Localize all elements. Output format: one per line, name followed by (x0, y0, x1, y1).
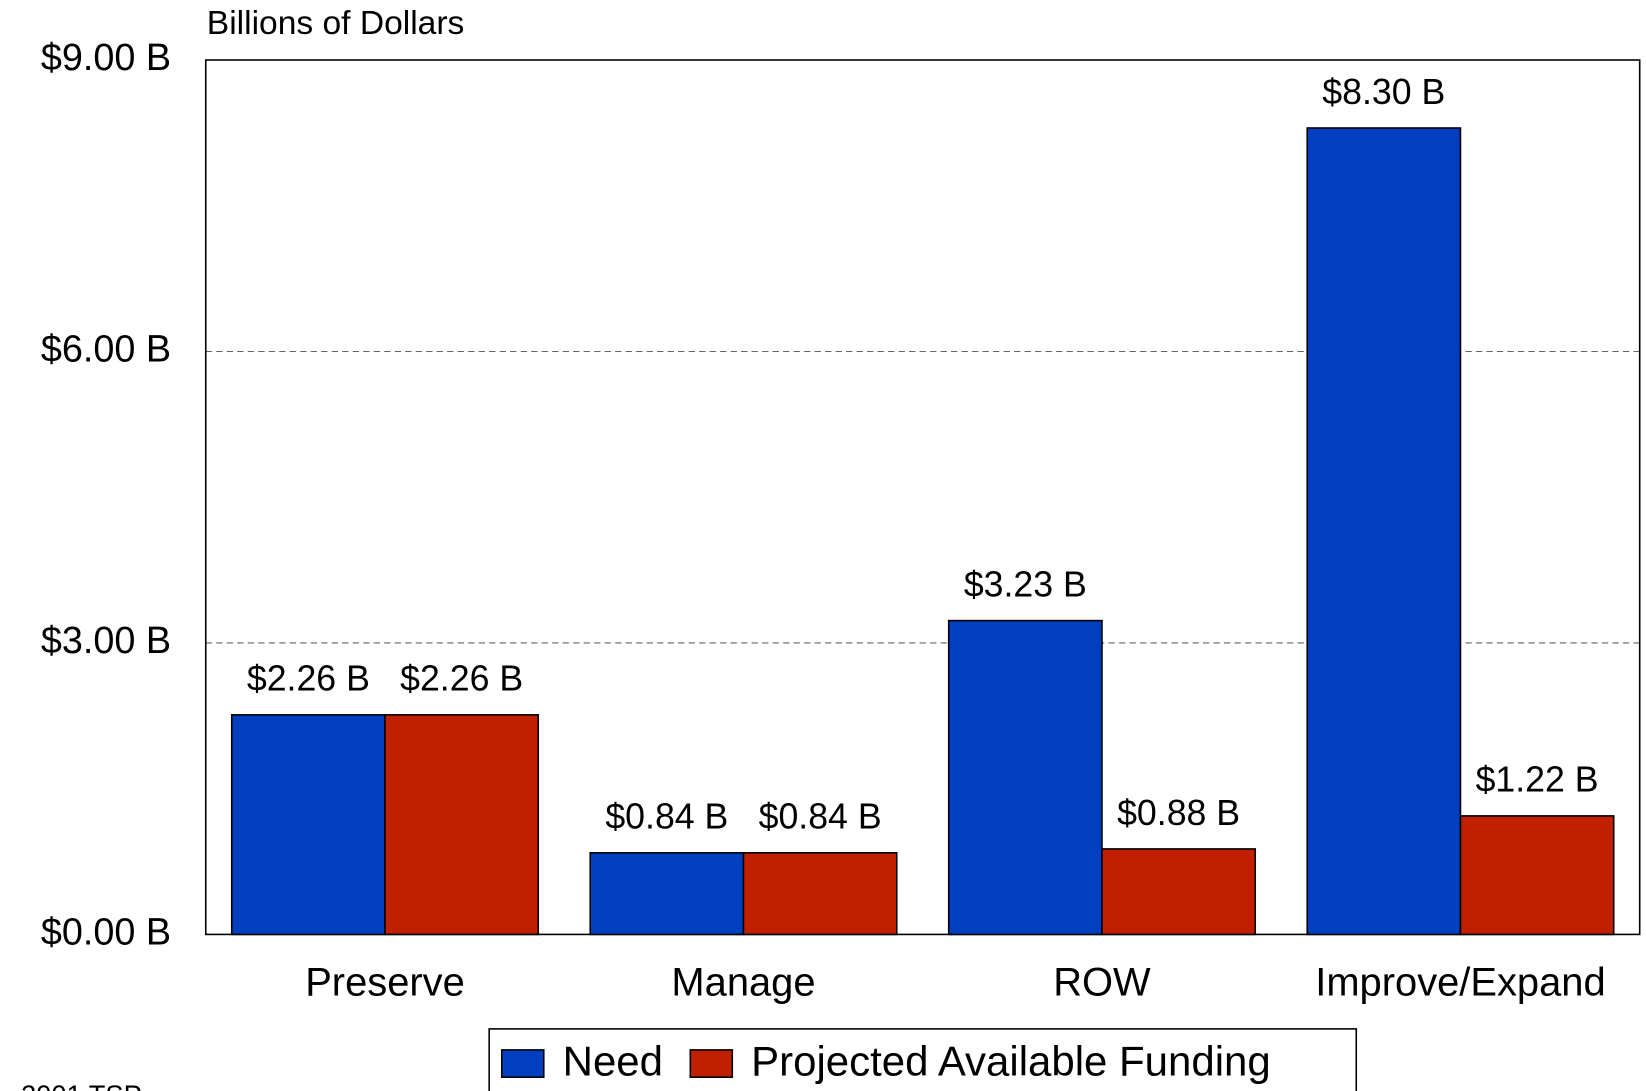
plot-frame (204, 59, 1641, 936)
bar (1459, 815, 1615, 936)
y-axis-label: Billions of Dollars (207, 5, 465, 42)
x-tick-label: Improve/Expand (1315, 960, 1605, 1004)
y-tick-label: $3.00 B (41, 620, 171, 662)
x-tick-label: ROW (1053, 960, 1151, 1004)
legend-swatch (689, 1049, 734, 1078)
data-label: $2.26 B (247, 659, 370, 699)
bar (947, 619, 1103, 936)
footnote: 2001 TSP (21, 1079, 142, 1091)
x-tick-label: Preserve (305, 960, 465, 1004)
bar (1101, 848, 1257, 936)
y-tick-label: $9.00 B (41, 37, 171, 79)
bar (384, 714, 540, 936)
legend-label: Projected Available Funding (751, 1038, 1271, 1085)
data-label: $3.23 B (964, 564, 1087, 604)
legend-label: Need (563, 1038, 663, 1085)
y-tick-label: $0.00 B (41, 911, 171, 953)
legend-box (488, 1028, 1358, 1091)
bar (1306, 127, 1462, 936)
data-label: $0.88 B (1117, 793, 1240, 833)
data-label: $1.22 B (1476, 760, 1599, 800)
data-label: $8.30 B (1322, 72, 1445, 112)
x-tick-label: Manage (671, 960, 815, 1004)
bar (589, 852, 745, 936)
data-label: $0.84 B (759, 797, 882, 837)
bar (230, 714, 386, 936)
legend-swatch (500, 1049, 545, 1078)
data-label: $2.26 B (400, 659, 523, 699)
y-tick-label: $6.00 B (41, 328, 171, 370)
bar (742, 852, 898, 936)
data-label: $0.84 B (605, 797, 728, 837)
